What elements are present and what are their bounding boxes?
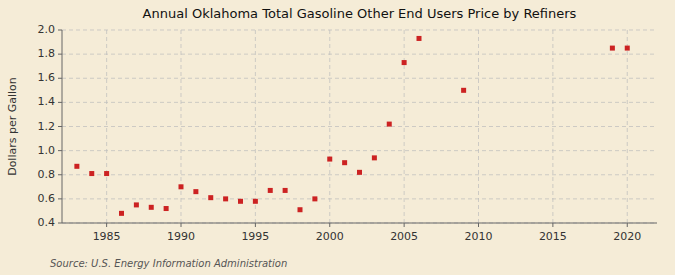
point — [387, 122, 392, 127]
y-tick — [58, 78, 62, 79]
y-tick-label: 0.4 — [38, 216, 56, 229]
point — [610, 46, 615, 51]
x-grid-line — [329, 30, 330, 223]
y-grid-line — [62, 30, 657, 31]
point — [104, 171, 109, 176]
y-tick-label: 1.8 — [38, 47, 56, 60]
x-grid-line — [181, 30, 182, 223]
y-tick-label: 1.6 — [38, 71, 56, 84]
y-tick — [58, 174, 62, 175]
x-grid-line — [478, 30, 479, 223]
point — [149, 205, 154, 210]
point — [417, 36, 422, 41]
chart: 0.4 0.6 0.8 1.0 1.2 1.4 1.6 1.8 2.0 1985 1990 1995 2… — [0, 0, 675, 275]
x-tick-label: 2000 — [316, 230, 344, 243]
x-tick-label: 2010 — [465, 230, 493, 243]
background — [0, 0, 675, 275]
x-tick — [627, 223, 628, 227]
point — [208, 195, 213, 200]
y-grid-line — [62, 223, 657, 224]
point — [372, 155, 377, 160]
point — [179, 184, 184, 189]
y-tick — [58, 150, 62, 151]
point — [298, 207, 303, 212]
point — [268, 188, 273, 193]
source-note: Source: U.S. Energy Information Administ… — [50, 258, 287, 269]
point — [238, 199, 243, 204]
points — [74, 36, 629, 216]
grid — [62, 30, 657, 223]
x-grid-line — [255, 30, 256, 223]
x-tick — [552, 223, 553, 227]
x-grid-line — [552, 30, 553, 223]
x-tick — [329, 223, 330, 227]
point — [89, 171, 94, 176]
y-tick-label: 0.8 — [38, 168, 56, 181]
y-tick — [58, 198, 62, 199]
y-axis-line — [62, 30, 63, 223]
y-grid-line — [62, 102, 657, 103]
point — [283, 188, 288, 193]
x-grid-line — [627, 30, 628, 223]
y-tick-label: 0.6 — [38, 192, 56, 205]
x-axis-line — [62, 223, 657, 224]
y-tick-label: 1.4 — [38, 95, 56, 108]
x-tick-label: 1990 — [167, 230, 195, 243]
x-tick-label: 2015 — [539, 230, 567, 243]
point — [327, 157, 332, 162]
point — [119, 211, 124, 216]
x-tick-label: 1995 — [241, 230, 269, 243]
point — [357, 170, 362, 175]
point — [134, 202, 139, 207]
x-tick — [181, 223, 182, 227]
x-grid-line — [404, 30, 405, 223]
x-tick-label: 1985 — [93, 230, 121, 243]
x-tick — [255, 223, 256, 227]
x-tick — [478, 223, 479, 227]
x-tick — [404, 223, 405, 227]
point — [223, 196, 228, 201]
y-grid-line — [62, 78, 657, 79]
x-grid-line — [106, 30, 107, 223]
axes: 0.4 0.6 0.8 1.0 1.2 1.4 1.6 1.8 2.0 1985 1990 1995 2… — [38, 23, 658, 243]
y-grid-line — [62, 126, 657, 127]
y-tick — [58, 102, 62, 103]
y-tick-label: 1.2 — [38, 120, 56, 133]
y-grid-line — [62, 198, 657, 199]
y-tick-label: 2.0 — [38, 23, 56, 36]
y-tick — [58, 54, 62, 55]
y-tick — [58, 223, 62, 224]
y-tick — [58, 126, 62, 127]
x-tick — [106, 223, 107, 227]
y-grid-line — [62, 150, 657, 151]
y-grid-line — [62, 54, 657, 55]
point — [74, 164, 79, 169]
point — [342, 160, 347, 165]
point — [253, 199, 258, 204]
x-tick-label: 2005 — [390, 230, 418, 243]
point — [402, 60, 407, 65]
x-tick-label: 2020 — [613, 230, 641, 243]
y-tick — [58, 30, 62, 31]
point — [461, 88, 466, 93]
y-tick-label: 1.0 — [38, 144, 56, 157]
point — [312, 196, 317, 201]
title: Annual Oklahoma Total Gasoline Other End… — [143, 6, 577, 21]
point — [625, 46, 630, 51]
y-axis-label: Dollars per Gallon — [6, 77, 19, 176]
point — [193, 189, 198, 194]
point — [164, 206, 169, 211]
